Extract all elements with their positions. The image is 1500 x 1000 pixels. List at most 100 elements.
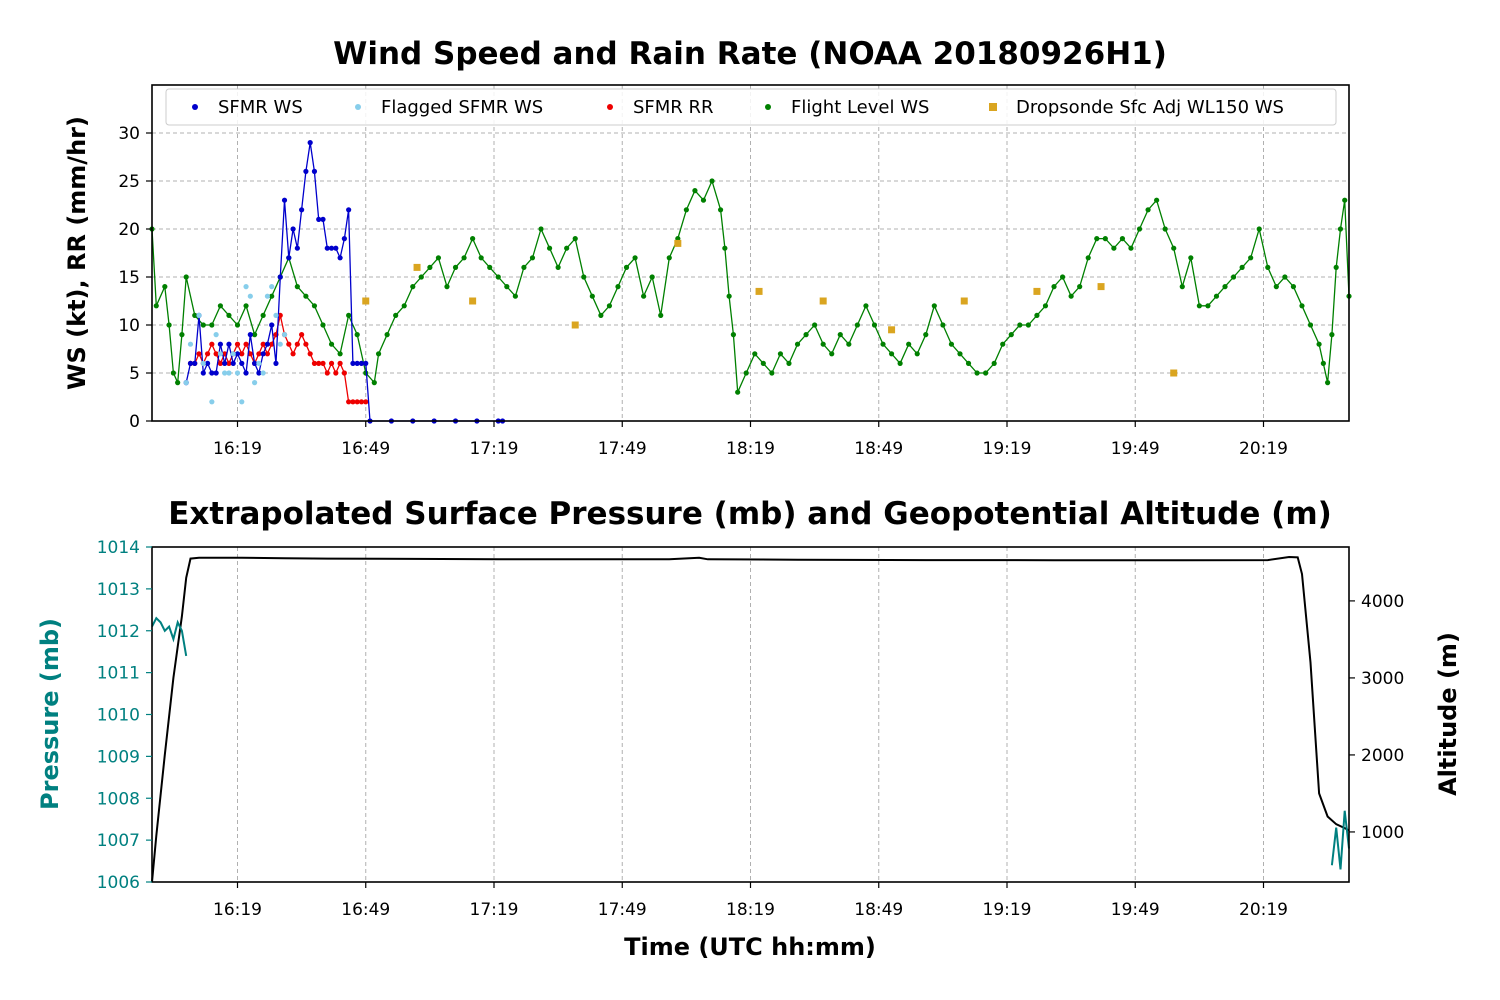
data-point bbox=[341, 370, 347, 376]
x-tick-label: 19:19 bbox=[983, 900, 1032, 920]
data-point bbox=[1329, 332, 1335, 338]
data-point bbox=[846, 341, 852, 347]
data-point bbox=[324, 370, 330, 376]
data-point bbox=[777, 351, 784, 357]
data-point bbox=[888, 326, 896, 334]
data-point bbox=[162, 284, 168, 290]
data-point bbox=[226, 312, 232, 318]
y-tick-label: 1013 bbox=[97, 580, 140, 600]
x-tick-label: 16:49 bbox=[341, 900, 390, 920]
data-point bbox=[923, 332, 929, 338]
data-point bbox=[755, 287, 763, 295]
data-point bbox=[435, 255, 442, 261]
data-point bbox=[260, 370, 266, 376]
data-point bbox=[820, 341, 826, 347]
data-point bbox=[260, 312, 266, 318]
data-point bbox=[384, 332, 390, 338]
data-point bbox=[495, 274, 501, 280]
data-point bbox=[615, 284, 621, 290]
y-tick-label: 1011 bbox=[97, 664, 140, 684]
data-point bbox=[427, 264, 433, 270]
data-point bbox=[226, 341, 232, 347]
data-point bbox=[226, 370, 232, 376]
data-point bbox=[213, 332, 219, 338]
data-point bbox=[803, 332, 809, 338]
series-pressure-line bbox=[1330, 810, 1350, 870]
data-point bbox=[320, 216, 326, 222]
series-flagged-sfmr-ws bbox=[183, 284, 288, 405]
data-point bbox=[299, 207, 305, 213]
data-point bbox=[273, 360, 279, 366]
series-dropsonde-sfc-adj-wl150-ws bbox=[362, 239, 1178, 377]
data-point bbox=[311, 303, 318, 309]
data-point bbox=[1320, 360, 1326, 366]
data-point bbox=[709, 178, 715, 184]
data-point bbox=[337, 360, 343, 366]
data-point bbox=[337, 255, 343, 261]
data-point bbox=[316, 216, 322, 222]
data-point bbox=[581, 274, 587, 280]
data-point bbox=[1230, 274, 1237, 280]
data-point bbox=[328, 360, 335, 366]
data-point bbox=[187, 360, 194, 366]
data-point bbox=[243, 341, 249, 347]
data-point bbox=[1273, 284, 1279, 290]
legend-marker bbox=[355, 104, 361, 110]
data-point bbox=[363, 360, 369, 366]
data-point bbox=[1077, 284, 1083, 290]
data-point bbox=[196, 312, 202, 318]
data-point bbox=[346, 207, 352, 213]
data-point bbox=[897, 360, 903, 366]
data-point bbox=[307, 140, 313, 146]
data-point bbox=[239, 360, 245, 366]
data-point bbox=[871, 322, 878, 328]
data-point bbox=[1008, 332, 1014, 338]
data-point bbox=[948, 341, 955, 347]
y-tick-label: 1006 bbox=[97, 873, 140, 893]
data-point bbox=[354, 332, 360, 338]
data-point bbox=[260, 341, 266, 347]
data-point bbox=[294, 284, 300, 290]
data-point bbox=[1256, 226, 1262, 232]
legend-label: SFMR WS bbox=[218, 97, 303, 118]
data-point bbox=[1154, 197, 1160, 203]
data-point bbox=[880, 341, 886, 347]
data-point bbox=[649, 274, 655, 280]
x-tick-label: 16:19 bbox=[213, 900, 262, 920]
data-point bbox=[1342, 197, 1348, 203]
data-point bbox=[960, 297, 968, 305]
data-point bbox=[260, 351, 266, 357]
panel2-grid bbox=[237, 547, 1264, 882]
data-point bbox=[183, 380, 189, 386]
data-point bbox=[1337, 226, 1344, 232]
data-point bbox=[324, 245, 330, 251]
data-point bbox=[623, 264, 630, 270]
series-pressure-line bbox=[151, 616, 188, 657]
data-point bbox=[504, 284, 510, 290]
y-tick-label: 1010 bbox=[97, 706, 140, 726]
data-point bbox=[371, 380, 377, 386]
data-point bbox=[320, 322, 326, 328]
data-point bbox=[1051, 284, 1057, 290]
data-point bbox=[243, 370, 249, 376]
data-point bbox=[192, 360, 198, 366]
data-point bbox=[632, 255, 638, 261]
data-point bbox=[316, 360, 322, 366]
data-point bbox=[722, 245, 728, 251]
data-point bbox=[346, 312, 352, 318]
data-point bbox=[328, 245, 335, 251]
x-tick-label: 19:49 bbox=[1111, 900, 1160, 920]
series-line bbox=[185, 142, 503, 422]
data-point bbox=[666, 255, 672, 261]
data-point bbox=[252, 380, 258, 386]
data-point bbox=[1213, 293, 1220, 299]
data-point bbox=[226, 360, 232, 366]
data-point bbox=[213, 370, 219, 376]
data-point bbox=[1196, 303, 1202, 309]
legend-label: Dropsonde Sfc Adj WL150 WS bbox=[1016, 97, 1284, 118]
data-point bbox=[1179, 284, 1185, 290]
data-point bbox=[222, 370, 228, 376]
data-point bbox=[674, 239, 682, 247]
data-point bbox=[264, 341, 271, 347]
data-point bbox=[341, 236, 347, 242]
